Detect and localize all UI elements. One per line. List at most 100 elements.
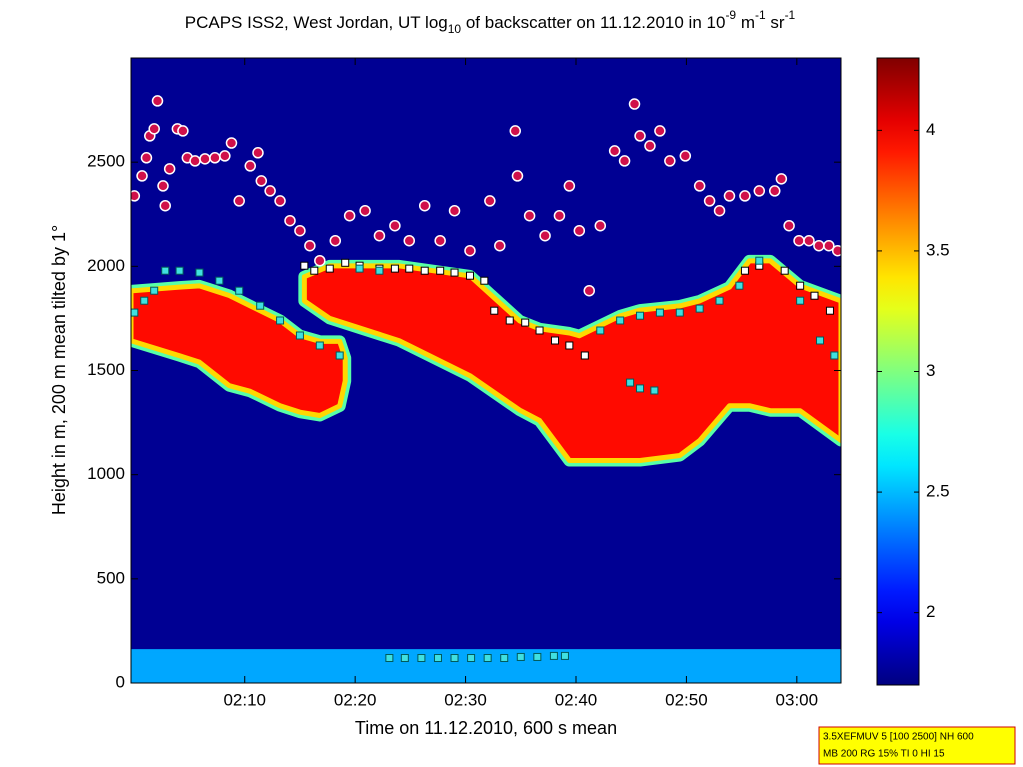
layer-marker bbox=[131, 308, 139, 317]
layer-marker bbox=[335, 351, 344, 360]
cloud-marker bbox=[511, 170, 524, 182]
cloud-marker bbox=[813, 239, 825, 252]
layer-marker bbox=[417, 654, 426, 662]
layer-marker bbox=[295, 331, 304, 340]
axes: 02:10 02:20 02:30 02:40 02:50 03:00 0 500 1000 15… bbox=[87, 58, 841, 709]
layer-marker bbox=[695, 304, 704, 313]
cloud-marker bbox=[553, 209, 566, 222]
layer-marker bbox=[341, 258, 350, 267]
layer-marker bbox=[535, 326, 544, 335]
layer-marker bbox=[755, 256, 764, 265]
cloud-marker bbox=[148, 123, 160, 135]
cloud-marker bbox=[294, 224, 306, 237]
layer-marker bbox=[490, 306, 499, 315]
cloud-marker bbox=[573, 224, 586, 237]
layer-marker bbox=[483, 654, 492, 662]
cloud-marker bbox=[494, 239, 506, 252]
cloud-marker bbox=[793, 234, 805, 247]
layer-marker bbox=[235, 286, 244, 295]
cloud-marker bbox=[509, 125, 522, 137]
cloud-marker bbox=[159, 199, 171, 212]
cloud-marker bbox=[464, 244, 476, 257]
title-text: of backscatter on 11.12.2010 in 10 bbox=[461, 13, 725, 32]
layer-marker bbox=[385, 654, 394, 662]
cloud-marker bbox=[563, 180, 576, 192]
cloud-marker bbox=[389, 219, 401, 232]
layer-marker bbox=[816, 336, 825, 345]
cloud-marker bbox=[252, 147, 264, 159]
x-tick-label: 02:20 bbox=[334, 690, 377, 709]
annotation-line: MB 200 RG 15% TI 0 HI 15 bbox=[823, 749, 945, 760]
layer-marker bbox=[325, 264, 334, 273]
cloud-marker bbox=[523, 209, 536, 222]
layer-marker bbox=[735, 281, 744, 290]
cloud-marker bbox=[163, 163, 176, 175]
cloud-marker bbox=[373, 229, 386, 242]
layer-marker bbox=[533, 652, 542, 661]
layer-marker bbox=[467, 654, 476, 662]
cloud-marker bbox=[693, 180, 706, 192]
layer-marker bbox=[400, 654, 409, 662]
layer-marker bbox=[580, 351, 589, 360]
cloud-marker bbox=[359, 204, 371, 217]
cloud-marker bbox=[189, 155, 201, 167]
backscatter-layer bbox=[301, 258, 841, 463]
cloud-marker bbox=[209, 152, 221, 164]
y-tick-label: 1000 bbox=[87, 464, 125, 483]
cloud-marker bbox=[343, 209, 356, 222]
cloud-marker bbox=[803, 234, 815, 247]
layer-marker bbox=[436, 266, 445, 275]
cloud-marker bbox=[314, 254, 326, 267]
layer-marker bbox=[516, 652, 525, 661]
y-tick-label: 2500 bbox=[87, 152, 125, 171]
cloud-marker bbox=[284, 214, 296, 227]
x-axis-label: Time on 11.12.2010, 600 s mean bbox=[355, 718, 617, 738]
colorbar-tick-label: 3 bbox=[926, 361, 935, 380]
layer-marker bbox=[433, 654, 442, 662]
title-subscript: 10 bbox=[448, 22, 462, 36]
x-tick-label: 02:10 bbox=[223, 690, 266, 709]
cloud-marker bbox=[823, 239, 835, 252]
title-superscript: -1 bbox=[785, 8, 796, 22]
cloud-marker bbox=[753, 185, 766, 197]
cloud-marker bbox=[329, 234, 342, 247]
cloud-marker bbox=[664, 155, 676, 167]
backscatter-layer bbox=[131, 283, 348, 418]
title-superscript: -1 bbox=[755, 8, 766, 22]
layer-marker bbox=[355, 264, 364, 273]
layer-marker bbox=[596, 326, 605, 335]
colorbar-tick-label: 3.5 bbox=[926, 240, 950, 259]
layer-marker bbox=[256, 301, 265, 310]
x-tick-label: 02:30 bbox=[444, 690, 487, 709]
layer-marker bbox=[150, 286, 159, 295]
layer-marker bbox=[480, 276, 489, 285]
plot-frame bbox=[130, 57, 842, 684]
layer-marker bbox=[715, 296, 724, 305]
cloud-marker bbox=[225, 137, 238, 149]
layer-marker bbox=[405, 264, 414, 273]
layer-marker bbox=[465, 271, 474, 280]
cloud-marker bbox=[644, 140, 656, 152]
cloud-marker bbox=[136, 170, 148, 182]
layer-marker bbox=[276, 316, 285, 325]
colorbar-tick-label: 4 bbox=[926, 120, 935, 139]
cloud-marker bbox=[608, 145, 621, 157]
cloud-marker bbox=[418, 199, 431, 212]
layer-marker bbox=[560, 651, 569, 660]
cloud-marker bbox=[177, 125, 189, 137]
layer-marker bbox=[740, 266, 749, 275]
layer-marker bbox=[505, 316, 514, 325]
layer-marker bbox=[175, 266, 184, 275]
layer-marker bbox=[796, 281, 805, 290]
x-tick-label: 02:50 bbox=[665, 690, 708, 709]
cloud-marker bbox=[157, 180, 169, 192]
layer-marker bbox=[450, 268, 459, 277]
layer-marker bbox=[636, 311, 645, 320]
cloud-marker bbox=[679, 150, 692, 162]
cloud-marker bbox=[403, 234, 416, 247]
cloud-marker bbox=[654, 125, 666, 137]
cloud-marker bbox=[219, 150, 231, 162]
cloud-marker bbox=[151, 95, 164, 107]
layer-marker bbox=[626, 378, 635, 387]
layer-marker bbox=[161, 266, 170, 275]
